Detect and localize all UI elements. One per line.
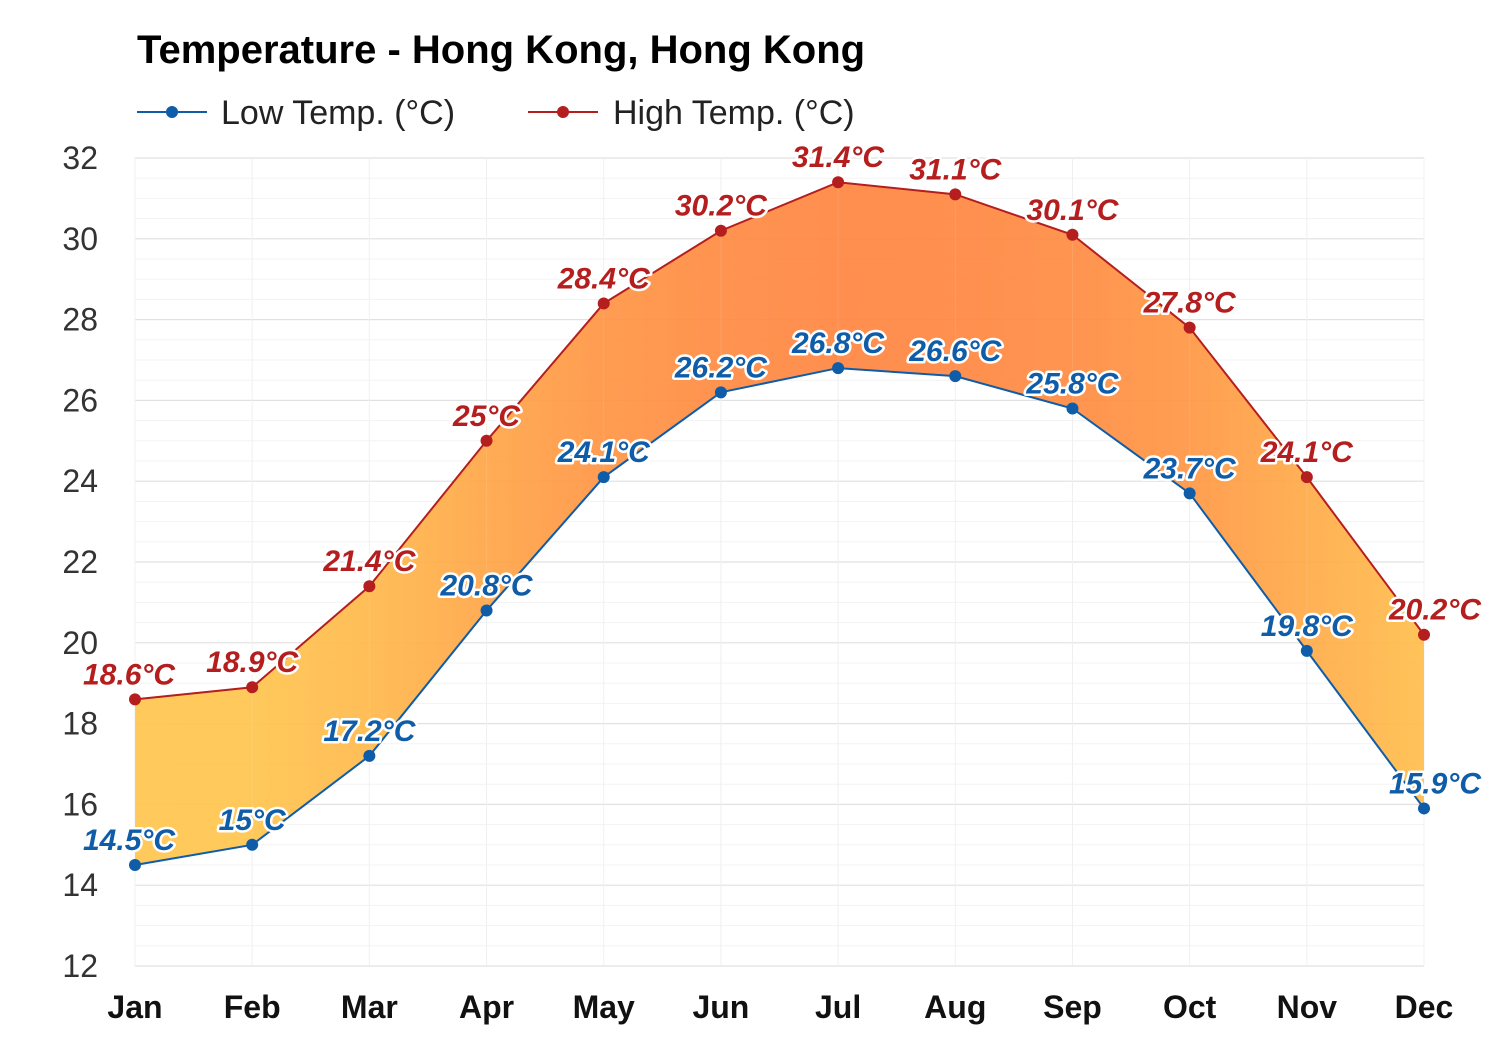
y-tick-label: 26 <box>62 382 98 418</box>
low-temp-label-sep: 25.8°C <box>1025 367 1119 400</box>
low-temp-label-aug: 26.6°C <box>908 335 1002 368</box>
high-temp-label-jan: 18.6°C <box>83 658 176 691</box>
high-temp-label-nov: 24.1°C <box>1260 436 1354 469</box>
low-temp-label-jan: 14.5°C <box>83 824 176 857</box>
x-tick-label-jul: Jul <box>815 989 861 1025</box>
high-temp-label-jun: 30.2°C <box>675 190 768 223</box>
high-temp-point-jun[interactable] <box>714 224 727 237</box>
low-temp-point-dec[interactable] <box>1418 802 1430 815</box>
low-temp-label-jun: 26.2°C <box>674 351 768 384</box>
y-tick-label: 18 <box>62 706 98 742</box>
high-temp-point-apr[interactable] <box>480 434 493 447</box>
legend-high-marker <box>557 106 569 118</box>
high-temp-label-apr: 25°C <box>452 400 521 433</box>
high-temp-point-dec[interactable] <box>1418 628 1430 641</box>
y-tick-label: 30 <box>62 221 98 257</box>
series-points <box>129 176 1430 871</box>
x-tick-label-may: May <box>573 989 635 1025</box>
temperature-band-area <box>135 182 1424 866</box>
high-temp-point-nov[interactable] <box>1300 471 1313 484</box>
low-temp-point-sep[interactable] <box>1066 402 1079 415</box>
low-temp-point-mar[interactable] <box>363 749 376 762</box>
low-temp-label-jul: 26.8°C <box>791 327 885 360</box>
low-temp-point-oct[interactable] <box>1183 487 1196 500</box>
low-temp-point-may[interactable] <box>597 471 610 484</box>
x-tick-label-dec: Dec <box>1395 989 1454 1025</box>
high-temp-point-may[interactable] <box>597 297 610 310</box>
legend-item-high[interactable]: High Temp. (°C) <box>528 94 855 132</box>
high-temp-point-mar[interactable] <box>363 580 376 593</box>
low-temp-line <box>134 367 1425 866</box>
high-temp-line <box>134 181 1425 701</box>
high-temp-label-dec: 20.2°C <box>1388 594 1482 627</box>
low-temp-point-nov[interactable] <box>1300 644 1313 657</box>
high-temp-label-aug: 31.1°C <box>909 153 1002 186</box>
low-temp-point-apr[interactable] <box>480 604 493 617</box>
legend-low-marker <box>166 106 178 118</box>
y-tick-label: 22 <box>62 544 98 580</box>
high-temp-point-aug[interactable] <box>949 188 962 201</box>
high-temp-label-oct: 27.8°C <box>1143 287 1237 320</box>
high-temp-label-may: 28.4°C <box>557 262 651 295</box>
x-tick-label-feb: Feb <box>224 989 281 1025</box>
low-temp-point-jun[interactable] <box>714 386 727 399</box>
y-tick-label: 12 <box>62 948 98 984</box>
low-temp-label-apr: 20.8°C <box>440 569 534 602</box>
x-tick-label-mar: Mar <box>341 989 398 1025</box>
data-labels: 14.5°C 15°C 17.2°C 20.8°C 24.1°C 26.2°C 26.8°C… <box>81 139 1485 860</box>
y-tick-label: 14 <box>62 867 98 903</box>
y-tick-label: 28 <box>62 302 98 338</box>
x-tick-label-jan: Jan <box>107 989 162 1025</box>
chart-title: Temperature - Hong Kong, Hong Kong <box>137 28 865 72</box>
y-tick-label: 24 <box>62 463 98 499</box>
low-temp-point-jan[interactable] <box>129 859 141 871</box>
high-temp-point-oct[interactable] <box>1183 321 1196 334</box>
low-temp-label-feb: 15°C <box>219 804 287 837</box>
low-temp-point-jul[interactable] <box>832 362 845 375</box>
low-temp-label-oct: 23.7°C <box>1143 452 1237 485</box>
grid-lines <box>135 157 1424 967</box>
high-temp-label-jul: 31.4°C <box>792 141 885 174</box>
x-axis-ticks: Jan Feb Mar Apr May Jun Jul Aug Sep Oct Nov Dec <box>107 989 1453 1025</box>
x-tick-label-aug: Aug <box>924 989 986 1025</box>
low-temp-label-mar: 17.2°C <box>323 715 416 748</box>
y-tick-label: 16 <box>62 786 98 822</box>
legend: Low Temp. (°C) High Temp. (°C) <box>137 94 855 132</box>
x-tick-label-oct: Oct <box>1163 989 1217 1025</box>
y-axis-ticks: 12 14 16 18 20 22 24 26 28 30 32 <box>62 140 98 984</box>
legend-item-low[interactable]: Low Temp. (°C) <box>137 94 455 132</box>
series-lines <box>134 181 1425 866</box>
x-tick-label-sep: Sep <box>1043 989 1102 1025</box>
high-temp-label-feb: 18.9°C <box>206 646 299 679</box>
low-temp-label-nov: 19.8°C <box>1261 610 1354 643</box>
x-tick-label-jun: Jun <box>692 989 749 1025</box>
low-temp-point-feb[interactable] <box>246 838 259 851</box>
high-temp-point-jul[interactable] <box>832 176 845 189</box>
low-temp-label-dec: 15.9°C <box>1389 767 1482 800</box>
x-tick-label-apr: Apr <box>459 989 514 1025</box>
low-temp-point-aug[interactable] <box>949 370 962 383</box>
y-tick-label: 20 <box>62 625 98 661</box>
high-temp-point-jan[interactable] <box>129 693 141 706</box>
x-tick-label-nov: Nov <box>1277 989 1338 1025</box>
legend-high-label: High Temp. (°C) <box>613 94 855 132</box>
y-tick-label: 32 <box>62 140 98 176</box>
high-temp-point-feb[interactable] <box>246 681 259 694</box>
high-temp-label-mar: 21.4°C <box>322 545 416 578</box>
legend-low-label: Low Temp. (°C) <box>221 94 455 132</box>
temperature-band <box>135 182 1424 866</box>
high-temp-point-sep[interactable] <box>1066 228 1079 241</box>
high-temp-label-sep: 30.1°C <box>1026 194 1119 227</box>
low-temp-label-may: 24.1°C <box>557 436 651 469</box>
